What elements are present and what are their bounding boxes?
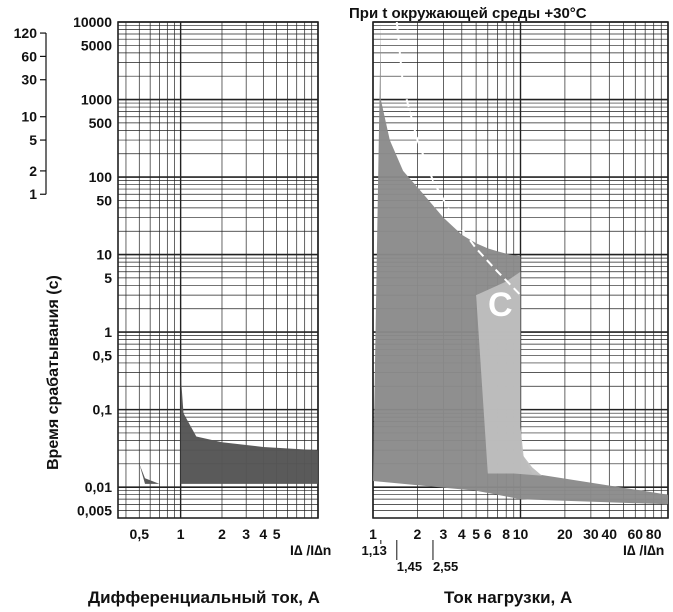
- x-tick-label: 1: [369, 526, 377, 542]
- x-tick-label: 20: [557, 526, 573, 542]
- x-tick-label: 4: [458, 526, 466, 542]
- dashed-reference-curve: [395, 21, 522, 296]
- y-tick-label: 5: [104, 270, 112, 286]
- minutes-tick-label: 10: [21, 109, 37, 125]
- minutes-tick-label: 5: [29, 132, 37, 148]
- y-tick-label: 10000: [73, 14, 112, 30]
- left-x-unit-label: I∆ /I∆n: [290, 542, 331, 558]
- tripping-area-overload: [373, 22, 668, 505]
- left-y-tick-labels: 10000 5000 1000 500 100 50 10 5 1 0,5 0,1 0,01 0,005: [73, 14, 112, 518]
- minutes-tick-label: 120: [14, 25, 38, 41]
- x-tick-label: 10: [513, 526, 529, 542]
- y-tick-label: 1: [104, 324, 112, 340]
- right-x-axis-title: Ток нагрузки, А: [444, 588, 572, 607]
- x-tick-label: 3: [242, 526, 250, 542]
- left-x-tick-labels: 0,5 1 2 3 4 5: [130, 526, 281, 542]
- minutes-tick-label: 60: [21, 48, 37, 64]
- y-tick-label: 1000: [81, 92, 112, 108]
- right-x-unit-label: I∆ /I∆n: [623, 542, 664, 558]
- minutes-tick-label: 30: [21, 72, 37, 88]
- y-tick-label: 50: [96, 192, 112, 208]
- y-tick-label: 5000: [81, 37, 112, 53]
- x-tick-label: 2: [218, 526, 226, 542]
- x-tick-label: 6: [484, 526, 492, 542]
- left-grid: [118, 21, 319, 519]
- minutes-tick-label: 2: [29, 163, 37, 179]
- y-axis-title: Время срабатывания (с): [45, 275, 62, 470]
- left-areas: [139, 372, 318, 484]
- x-tick-label: 2: [414, 526, 422, 542]
- tripping-area-leakage: [139, 372, 318, 484]
- x-tick-label: 5: [273, 526, 281, 542]
- right-x-tick-labels: 1 2 3 4 5 6 8 10 20 30 40 60 80: [369, 526, 662, 542]
- x-tick-label: 8: [502, 526, 510, 542]
- y-tick-label: 10: [96, 247, 112, 263]
- marker-label: 1,45: [397, 559, 422, 574]
- y-tick-label: 0,1: [93, 402, 113, 418]
- y-tick-label: 500: [89, 115, 113, 131]
- left-plot-frame: [117, 21, 319, 519]
- y-tick-label: 0,005: [77, 502, 112, 518]
- curve-label-c: C: [488, 286, 513, 324]
- right-chart-title: При t окружающей среды +30°С: [349, 5, 587, 22]
- minutes-tick-label: 1: [29, 186, 37, 202]
- x-tick-label: 3: [439, 526, 447, 542]
- x-tick-label: 40: [602, 526, 618, 542]
- marker-label: 1,13: [362, 543, 387, 558]
- x-tick-label: 30: [583, 526, 599, 542]
- y-tick-label: 100: [89, 169, 113, 185]
- x-tick-label: 80: [646, 526, 662, 542]
- x-tick-label: 60: [627, 526, 643, 542]
- marker-label: 2,55: [433, 559, 458, 574]
- minutes-scale: 120 60 30 10 5 2 1: [14, 25, 47, 202]
- right-panel: C 1 2 3 4 5 6 8 10 20 30 40 60 80 1,13 1,45 2,55 I∆ /I…: [349, 5, 669, 607]
- x-tick-label: 5: [472, 526, 480, 542]
- left-x-axis-title: Дифференциальный ток, А: [88, 588, 320, 607]
- y-tick-label: 0,5: [93, 347, 113, 363]
- left-panel: 0,5 1 2 3 4 5 10000500010005001005010510,50,1…: [14, 14, 332, 607]
- x-tick-label: 4: [259, 526, 267, 542]
- tripping-area-short-circuit: [476, 271, 543, 476]
- right-x-marker-labels: 1,13 1,45 2,55: [362, 540, 458, 574]
- y-tick-label: 0,01: [85, 479, 112, 495]
- x-tick-label: 0,5: [130, 526, 150, 542]
- right-areas: [373, 22, 668, 505]
- x-tick-label: 1: [177, 526, 185, 542]
